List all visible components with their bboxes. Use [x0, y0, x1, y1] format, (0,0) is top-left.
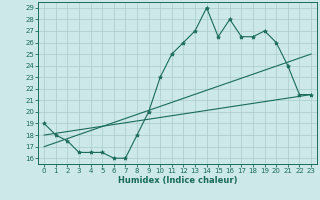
X-axis label: Humidex (Indice chaleur): Humidex (Indice chaleur) [118, 176, 237, 185]
